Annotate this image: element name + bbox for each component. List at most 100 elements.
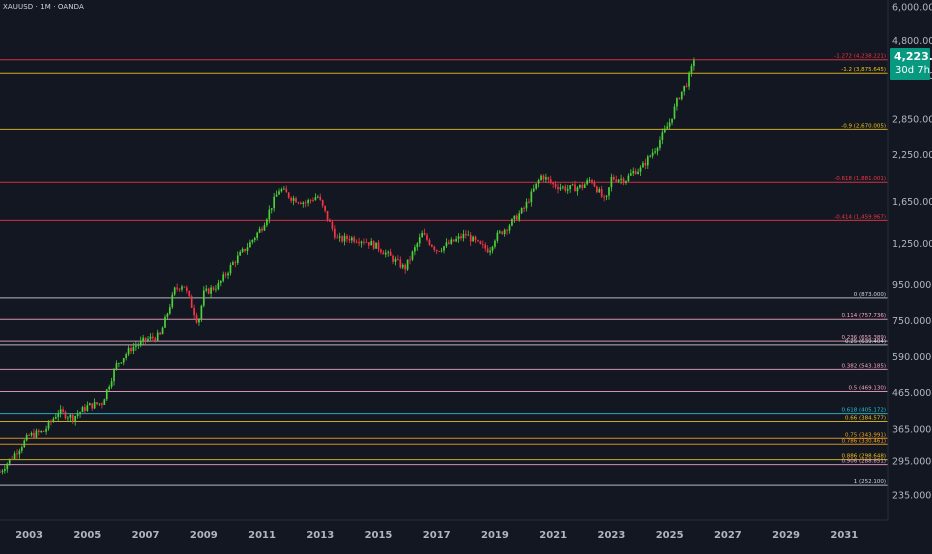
candle-36 [86,401,89,412]
candle-96 [232,260,234,266]
candle-body [678,98,681,100]
x-tick-label-0: 2003 [15,530,43,541]
candle-217 [525,198,528,212]
candle-body [448,242,450,244]
candle-93 [224,271,227,278]
candle-body [118,363,120,364]
candle-body [360,241,363,244]
candle-285 [690,63,693,77]
candle-body [263,225,266,231]
candle-204 [494,239,496,249]
candle-body [239,251,242,256]
candle-body [615,179,618,182]
candle-272 [659,136,661,151]
candle-body [331,221,334,229]
candle-275 [666,122,669,129]
candle-body [176,287,178,289]
candle-body [404,264,407,270]
candle-body [428,239,431,245]
candle-body [591,179,593,183]
candle-body [52,418,55,422]
candle-13 [30,431,33,437]
candle-127 [307,198,309,207]
x-tick-label-11: 2025 [656,530,684,541]
fib-levels: -1.272 (4,238.221) -1.2 (3,875.645) -0.9 (… [0,54,888,486]
candle-body [156,332,159,341]
candle-body [212,287,215,290]
candle-body [33,432,35,438]
candle-62 [149,333,152,342]
candle-body [316,196,319,198]
candle-body [285,188,288,193]
fib-label-12: 0.66 (384.577) [845,415,886,421]
candle-262 [634,168,637,175]
candle-58 [139,336,142,348]
fib-label-3: -0.618 (1,881.001) [834,176,886,182]
candle-body [588,179,591,181]
candle-8 [18,448,21,459]
candle-15 [35,428,38,439]
candle-224 [542,174,545,183]
candle-body [159,332,161,335]
fib-label-2: -0.9 (2,670.005) [841,123,886,129]
x-tick-label-9: 2021 [539,530,567,541]
candle-276 [668,118,671,130]
candle-body [593,182,596,187]
candle-232 [562,185,564,190]
candle-256 [620,174,622,185]
candle-body [596,186,598,193]
candle-body [518,213,521,220]
candle-body [479,241,482,244]
candle-body [666,126,669,129]
candle-body [418,237,421,244]
candle-body [297,202,300,204]
candle-107 [258,226,261,234]
candle-body [440,250,443,252]
candle-138 [333,225,336,240]
candle-body [37,430,40,433]
candle-body [273,196,276,209]
candle-101 [244,248,246,253]
candle-body [384,252,387,255]
candle-body [283,188,285,190]
candle-122 [295,196,297,203]
candle-200 [484,242,487,252]
candle-body [16,453,18,455]
candle-255 [617,178,620,184]
candle-body [47,421,50,429]
candle-92 [222,271,225,283]
candle-254 [615,175,618,183]
candle-body [583,184,586,188]
candle-172 [416,242,419,251]
candle-21 [50,419,52,426]
candle-body [680,91,683,100]
candle-11 [25,433,28,442]
candle-39 [93,398,96,410]
candle-body [81,407,84,413]
candle-body [219,280,222,283]
candle-274 [663,125,666,134]
candle-body [552,182,555,185]
candle-body [358,242,360,244]
candle-body [455,238,457,242]
candle-12 [28,433,30,436]
candle-body [414,247,416,252]
candle-68 [164,314,166,328]
candle-body [409,259,411,261]
candle-187 [452,239,455,242]
candle-body [547,177,550,180]
candle-body [401,264,404,268]
candle-158 [382,250,385,255]
candle-29 [69,413,72,423]
y-tick-label-9: 590.000 [892,352,931,363]
candle-body [350,237,353,241]
candle-body [503,229,506,235]
candle-88 [212,285,215,292]
candle-161 [389,248,392,256]
candle-body [688,72,690,87]
candle-201 [486,245,489,254]
candle-body [336,237,339,239]
candle-71 [171,291,174,309]
